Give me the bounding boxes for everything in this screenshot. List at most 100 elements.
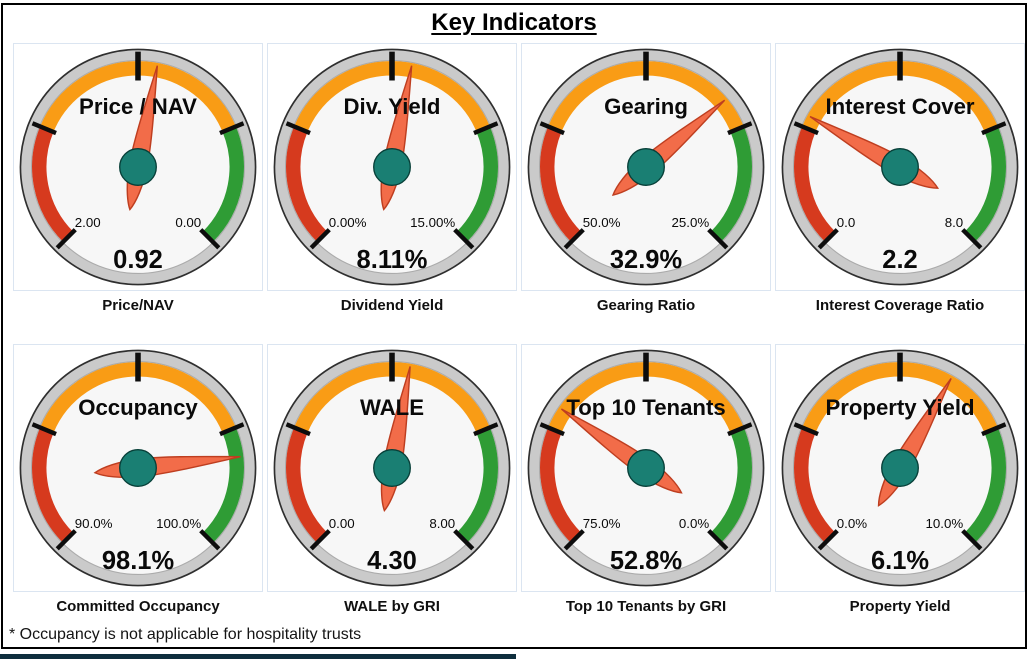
gauge-arc-green bbox=[456, 126, 498, 242]
gauge-caption: Interest Coverage Ratio bbox=[815, 297, 985, 314]
gauge-min-label: 75.0% bbox=[583, 516, 621, 531]
gauge-caption: Property Yield bbox=[849, 598, 951, 615]
gauge-max-label: 10.0% bbox=[926, 516, 964, 531]
gauge-max-label: 25.0% bbox=[672, 215, 710, 230]
gauge-tick bbox=[727, 121, 753, 136]
gauge-tick bbox=[31, 121, 57, 136]
gauge-value: 32.9% bbox=[610, 246, 682, 274]
gauge-arc-green bbox=[710, 126, 752, 242]
gauge-title: Price / NAV bbox=[79, 94, 197, 119]
gauge-title: Div. Yield bbox=[344, 94, 441, 119]
gauge-title: WALE bbox=[360, 395, 424, 420]
gauge-cell: Gearing 50.0% 25.0% 32.9% Gearing Ratio bbox=[521, 43, 771, 314]
gauge-arc-red bbox=[32, 427, 74, 543]
gauge-chart: Occupancy 90.0% 100.0% 98.1% bbox=[19, 349, 257, 587]
gauge-tick bbox=[453, 529, 475, 551]
gauge-tick bbox=[55, 228, 77, 250]
gauge-chart: Gearing 50.0% 25.0% 32.9% bbox=[527, 48, 765, 286]
gauge-tick bbox=[707, 529, 729, 551]
gauge-arc-green bbox=[202, 126, 244, 242]
gauge-max-label: 0.0% bbox=[679, 516, 709, 531]
gauge-tick bbox=[285, 422, 311, 437]
gauge-card: Top 10 Tenants 75.0% 0.0% 52.8% bbox=[521, 344, 771, 592]
gauge-max-label: 0.00 bbox=[175, 215, 201, 230]
gauge-cell: Occupancy 90.0% 100.0% 98.1% Committed Occu… bbox=[13, 344, 263, 615]
gauge-min-label: 0.0% bbox=[837, 516, 867, 531]
gauge-arc-green bbox=[202, 427, 244, 543]
gauge-tick bbox=[981, 422, 1007, 437]
gauge-caption: Dividend Yield bbox=[340, 297, 444, 314]
gauge-value: 0.92 bbox=[113, 246, 163, 274]
gauge-card: Property Yield 0.0% 10.0% 6.1% bbox=[775, 344, 1025, 592]
gauge-card: Gearing 50.0% 25.0% 32.9% bbox=[521, 43, 771, 291]
gauge-tick bbox=[199, 228, 221, 250]
gauge-arc-red bbox=[540, 126, 582, 242]
gauge-arc-red bbox=[794, 126, 836, 242]
gauge-arc-green bbox=[456, 427, 498, 543]
gauge-title: Top 10 Tenants bbox=[566, 395, 725, 420]
gauge-arc-red bbox=[286, 427, 328, 543]
gauge-arc-green bbox=[710, 427, 752, 543]
gauge-title: Gearing bbox=[604, 94, 688, 119]
gauge-tick bbox=[817, 228, 839, 250]
gauge-arc-red bbox=[794, 427, 836, 543]
gauge-card: Occupancy 90.0% 100.0% 98.1% bbox=[13, 344, 263, 592]
gauge-tick bbox=[793, 121, 819, 136]
gauge-cell: Property Yield 0.0% 10.0% 6.1% Property Yie… bbox=[775, 344, 1025, 615]
gauge-caption: Committed Occupancy bbox=[56, 598, 220, 615]
page-title: Key Indicators bbox=[431, 9, 597, 36]
gauge-cell: WALE 0.00 8.00 4.30 WALE by GRI bbox=[267, 344, 517, 615]
gauge-tick bbox=[31, 422, 57, 437]
gauge-title: Interest Cover bbox=[825, 94, 974, 119]
gauge-tick bbox=[219, 422, 245, 437]
gauge-hub bbox=[881, 148, 919, 186]
gauge-tick bbox=[473, 422, 499, 437]
gauge-hub bbox=[627, 449, 665, 487]
gauge-arc-red bbox=[540, 427, 582, 543]
gauge-tick bbox=[309, 228, 331, 250]
gauge-arc-green bbox=[964, 427, 1006, 543]
gauge-hub bbox=[119, 449, 157, 487]
gauge-caption: Top 10 Tenants by GRI bbox=[565, 598, 727, 615]
gauge-min-label: 0.00% bbox=[329, 215, 367, 230]
gauge-cell: Price / NAV 2.00 0.00 0.92 Price/NAV bbox=[13, 43, 263, 314]
gauge-value: 4.30 bbox=[367, 547, 417, 575]
gauge-max-label: 100.0% bbox=[156, 516, 201, 531]
gauge-cell: Interest Cover 0.0 8.0 2.2 Interest Coverag… bbox=[775, 43, 1025, 314]
gauge-tick bbox=[309, 529, 331, 551]
gauge-tick bbox=[563, 228, 585, 250]
gauge-tick bbox=[539, 121, 565, 136]
gauge-cell: Top 10 Tenants 75.0% 0.0% 52.8% Top 10 Tena… bbox=[521, 344, 771, 615]
gauge-grid: Price / NAV 2.00 0.00 0.92 Price/NAV Div. Y… bbox=[13, 43, 1025, 615]
gauge-tick bbox=[199, 529, 221, 551]
gauge-min-label: 2.00 bbox=[75, 215, 101, 230]
gauge-caption: Gearing Ratio bbox=[596, 297, 696, 314]
gauge-value: 2.2 bbox=[882, 246, 917, 274]
gauge-tick bbox=[285, 121, 311, 136]
gauge-value: 6.1% bbox=[871, 547, 929, 575]
gauge-tick bbox=[793, 422, 819, 437]
gauge-tick bbox=[961, 228, 983, 250]
gauge-hub bbox=[881, 449, 919, 487]
gauge-value: 52.8% bbox=[610, 547, 682, 575]
gauge-tick bbox=[55, 529, 77, 551]
gauge-arc-red bbox=[286, 126, 328, 242]
gauge-tick bbox=[817, 529, 839, 551]
gauge-arc-red bbox=[32, 126, 74, 242]
gauge-min-label: 90.0% bbox=[75, 516, 113, 531]
gauge-max-label: 8.0 bbox=[945, 215, 964, 230]
gauge-hub bbox=[373, 148, 411, 186]
gauge-chart: Div. Yield 0.00% 15.00% 8.11% bbox=[273, 48, 511, 286]
gauge-title: Property Yield bbox=[825, 395, 974, 420]
gauge-min-label: 0.0 bbox=[837, 215, 856, 230]
gauge-value: 8.11% bbox=[357, 246, 428, 274]
gauge-tick bbox=[473, 121, 499, 136]
gauge-chart: Property Yield 0.0% 10.0% 6.1% bbox=[781, 349, 1019, 587]
gauge-title: Occupancy bbox=[78, 395, 198, 420]
gauge-arc-green bbox=[964, 126, 1006, 242]
gauge-min-label: 50.0% bbox=[583, 215, 621, 230]
gauge-card: WALE 0.00 8.00 4.30 bbox=[267, 344, 517, 592]
gauge-chart: WALE 0.00 8.00 4.30 bbox=[273, 349, 511, 587]
gauge-tick bbox=[453, 228, 475, 250]
gauge-card: Interest Cover 0.0 8.0 2.2 bbox=[775, 43, 1025, 291]
